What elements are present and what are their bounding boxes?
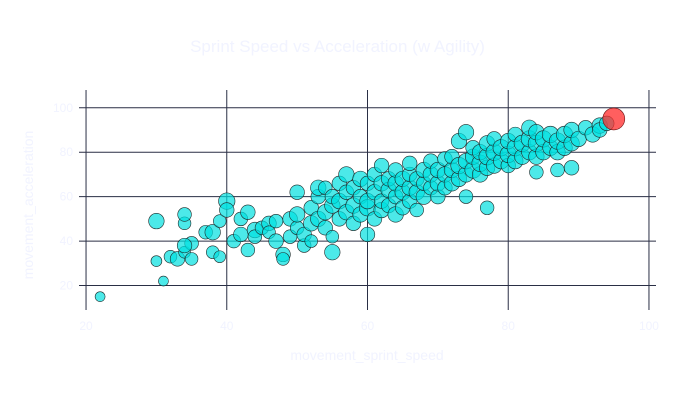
data-point[interactable] bbox=[240, 242, 256, 258]
highlighted-data-point[interactable] bbox=[602, 107, 626, 131]
data-point[interactable] bbox=[373, 157, 390, 174]
y-tick-label: 40 bbox=[60, 234, 74, 248]
data-point[interactable] bbox=[338, 166, 355, 183]
data-point[interactable] bbox=[176, 237, 193, 254]
data-point[interactable] bbox=[240, 204, 256, 220]
data-point[interactable] bbox=[213, 214, 227, 228]
tick-labels: 20 40 60 80 100 20 40 60 80 100 bbox=[53, 101, 659, 333]
data-point[interactable] bbox=[276, 252, 290, 266]
data-point[interactable] bbox=[304, 234, 318, 248]
y-tick-label: 20 bbox=[60, 279, 74, 293]
x-tick-label: 20 bbox=[79, 319, 93, 333]
data-point[interactable] bbox=[563, 160, 580, 176]
x-tick-label: 100 bbox=[639, 319, 659, 333]
y-axis-title: movement_acceleration bbox=[20, 131, 36, 280]
data-point[interactable] bbox=[458, 189, 474, 204]
data-point[interactable] bbox=[233, 226, 249, 243]
data-point[interactable] bbox=[94, 291, 106, 302]
data-point[interactable] bbox=[402, 155, 418, 171]
x-tick-label: 60 bbox=[361, 319, 375, 333]
data-point[interactable] bbox=[268, 233, 284, 249]
data-point[interactable] bbox=[213, 250, 226, 263]
data-point[interactable] bbox=[177, 207, 192, 222]
x-axis-title: movement_sprint_speed bbox=[290, 347, 443, 363]
data-point[interactable] bbox=[150, 255, 163, 267]
x-tick-label: 80 bbox=[502, 319, 516, 333]
data-point[interactable] bbox=[268, 213, 284, 229]
data-points bbox=[94, 107, 626, 302]
data-point[interactable] bbox=[289, 184, 305, 200]
data-point[interactable] bbox=[219, 202, 235, 218]
chart-title: Sprint Speed vs Acceleration (w Agility) bbox=[190, 37, 485, 56]
data-point[interactable] bbox=[324, 244, 341, 261]
data-point[interactable] bbox=[148, 213, 165, 230]
y-tick-label: 80 bbox=[60, 145, 74, 159]
x-tick-label: 40 bbox=[220, 319, 234, 333]
data-point[interactable] bbox=[325, 229, 340, 244]
data-point[interactable] bbox=[479, 200, 495, 215]
data-point[interactable] bbox=[457, 124, 475, 141]
data-point[interactable] bbox=[204, 224, 221, 241]
data-point[interactable] bbox=[289, 206, 306, 223]
y-tick-label: 100 bbox=[53, 101, 73, 115]
data-point[interactable] bbox=[184, 252, 199, 266]
data-point[interactable] bbox=[529, 165, 544, 180]
data-point[interactable] bbox=[158, 275, 169, 287]
y-tick-label: 60 bbox=[60, 190, 74, 204]
data-point[interactable] bbox=[359, 226, 376, 243]
data-point[interactable] bbox=[409, 202, 424, 218]
data-point[interactable] bbox=[550, 162, 565, 178]
